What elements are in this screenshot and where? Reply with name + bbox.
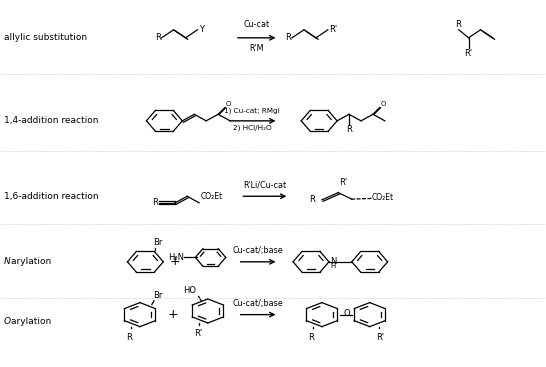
Text: Cu-cat/;base: Cu-cat/;base [233,246,283,255]
Text: R: R [285,33,291,42]
Text: Cu-cat/;base: Cu-cat/;base [233,299,283,308]
Text: CO₂Et: CO₂Et [200,192,222,201]
Text: O: O [381,101,386,107]
Text: R: R [155,33,161,42]
Text: 1) Cu-cat; RMgI: 1) Cu-cat; RMgI [224,108,280,114]
Text: R': R' [339,178,347,187]
Text: R: R [308,333,314,342]
Text: R': R' [377,333,384,342]
Text: R: R [310,195,316,204]
Text: +: + [170,255,181,268]
Text: Y: Y [199,25,204,34]
Text: 1,6-addition reaction: 1,6-addition reaction [4,192,99,201]
Text: O: O [4,317,11,326]
Text: H: H [330,263,336,269]
Text: R': R' [465,49,473,58]
Text: CO₂Et: CO₂Et [372,193,394,202]
Text: HO: HO [183,286,196,295]
Text: +: + [167,308,178,321]
Text: Br: Br [153,291,163,300]
Text: R: R [346,125,352,134]
Text: R': R' [329,25,337,34]
Text: N: N [330,257,337,266]
Text: N: N [4,257,11,266]
Text: H₂N: H₂N [169,253,185,262]
Text: R'M: R'M [250,44,264,53]
Text: Cu-cat: Cu-cat [244,20,270,29]
Text: O: O [343,309,349,319]
Text: Br: Br [153,238,163,247]
Text: allylic substitution: allylic substitution [4,33,87,42]
Text: R': R' [194,329,202,338]
Text: arylation: arylation [4,317,51,326]
Text: 1,4-addition reaction: 1,4-addition reaction [4,116,99,126]
Text: O: O [225,101,231,107]
Text: 2) HCl/H₂O: 2) HCl/H₂O [233,124,272,131]
Text: R: R [152,198,158,207]
Text: arylation: arylation [4,257,51,266]
Text: R'Li/Cu-cat: R'Li/Cu-cat [244,181,287,190]
Text: R: R [126,333,132,342]
Text: R: R [455,20,461,29]
